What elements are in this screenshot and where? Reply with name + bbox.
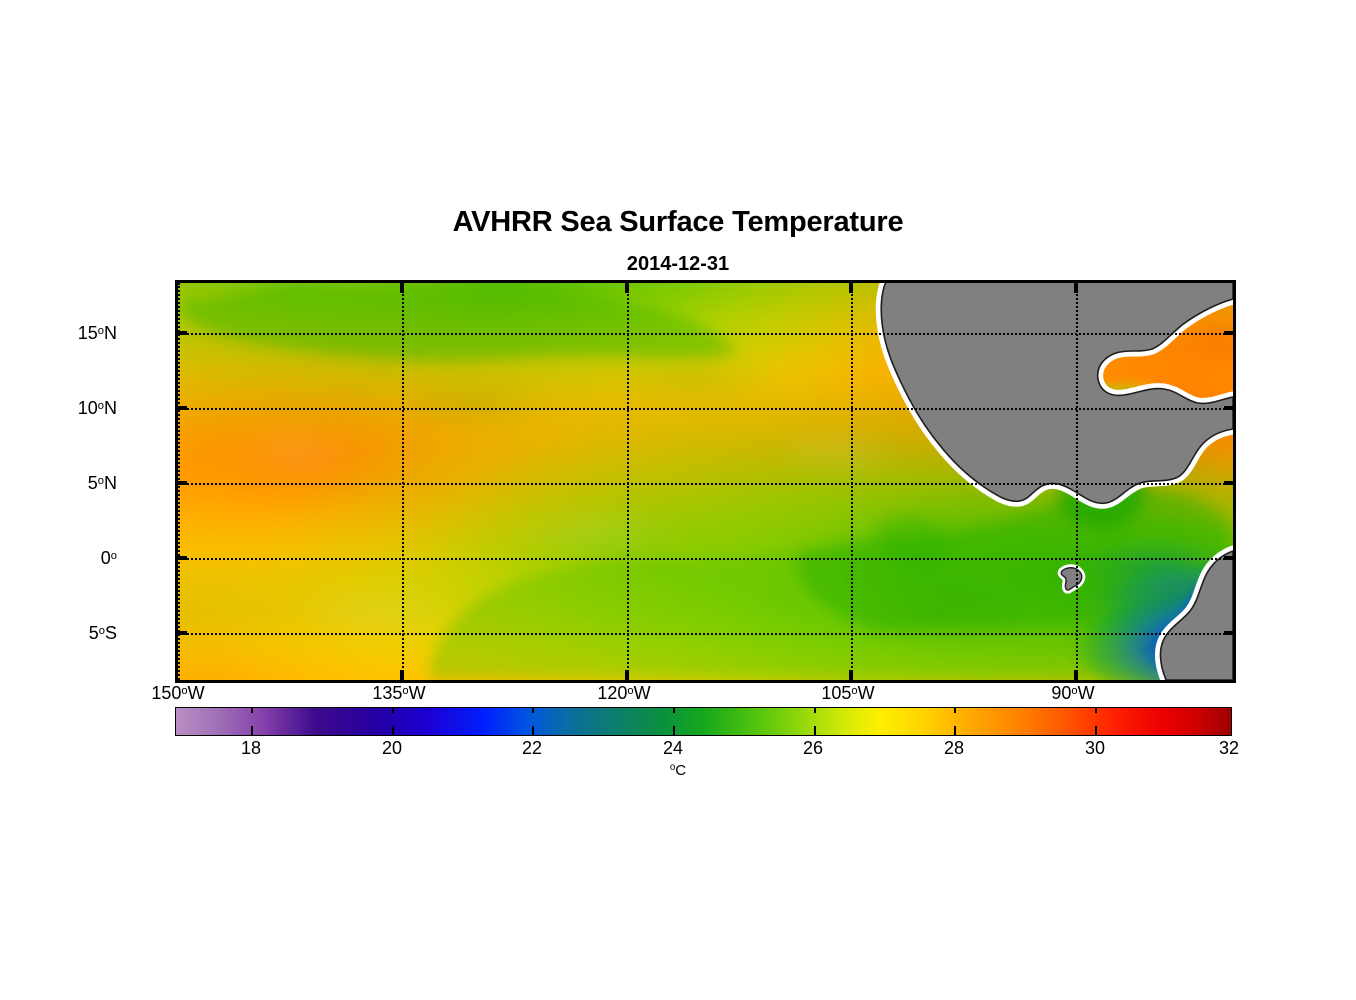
cbtick-top-30: [1095, 708, 1097, 713]
cbtick-label-24: 24: [662, 738, 684, 758]
xtick-label-135w: 135oW: [372, 683, 426, 703]
ytick-0: [178, 556, 187, 560]
gridline-lat-10n: [178, 408, 1233, 410]
xtick-top-105w: [849, 283, 853, 293]
cbtick-26: [814, 726, 816, 735]
gridline-lat-5s: [178, 633, 1233, 635]
gridline-lat-0: [178, 558, 1233, 560]
sst-heatmap-raster: [178, 283, 1233, 680]
cbtick-label-26: 26: [802, 738, 824, 758]
cbtick-top-20: [392, 708, 394, 713]
ytick-right-0: [1224, 556, 1233, 560]
colorbar-gradient: [176, 708, 1231, 735]
gridline-lon-135w: [402, 283, 404, 680]
colorbar-unit-label: oC: [669, 762, 687, 779]
gridline-lat-15n: [178, 333, 1233, 335]
xtick-90w: [1074, 670, 1078, 680]
cbtick-24: [673, 726, 675, 735]
ytick-label-5n: 5oN: [87, 473, 117, 493]
ytick-15n: [178, 331, 187, 335]
xtick-label-90w: 90oW: [1051, 683, 1095, 703]
date-subtitle: 2014-12-31: [626, 253, 730, 275]
ytick-label-15n: 15oN: [77, 323, 117, 343]
map-axes: [175, 280, 1236, 683]
cbtick-top-26: [814, 708, 816, 713]
xtick-top-90w: [1074, 283, 1078, 293]
cbtick-top-18: [251, 708, 253, 713]
cbtick-30: [1095, 726, 1097, 735]
cbtick-22: [532, 726, 534, 735]
cbtick-label-30: 30: [1084, 738, 1106, 758]
cbtick-20: [392, 726, 394, 735]
xtick-135w: [400, 670, 404, 680]
cbtick-label-20: 20: [381, 738, 403, 758]
colorbar: [175, 707, 1232, 736]
ytick-label-10n: 10oN: [77, 398, 117, 418]
cbtick-top-22: [532, 708, 534, 713]
xtick-label-120w: 120oW: [597, 683, 651, 703]
ytick-5n: [178, 481, 187, 485]
ytick-label-0: 0o: [100, 548, 117, 568]
cbtick-label-28: 28: [943, 738, 965, 758]
gridline-lon-120w: [627, 283, 629, 680]
gridline-lon-90w: [1076, 283, 1078, 680]
ytick-right-5s: [1224, 631, 1233, 635]
xtick-top-120w: [625, 283, 629, 293]
ytick-10n: [178, 406, 187, 410]
cbtick-top-28: [954, 708, 956, 713]
map-plot-area: [178, 283, 1233, 680]
cbtick-label-18: 18: [240, 738, 262, 758]
ytick-right-5n: [1224, 481, 1233, 485]
cbtick-top-24: [673, 708, 675, 713]
ytick-5s: [178, 631, 187, 635]
xtick-label-150w: 150oW: [151, 683, 205, 703]
cbtick-18: [251, 726, 253, 735]
gridline-lon-105w: [851, 283, 853, 680]
ytick-right-10n: [1224, 406, 1233, 410]
cbtick-28: [954, 726, 956, 735]
xtick-top-135w: [400, 283, 404, 293]
xtick-label-105w: 105oW: [821, 683, 875, 703]
xtick-105w: [849, 670, 853, 680]
page-title: AVHRR Sea Surface Temperature: [452, 206, 904, 238]
cbtick-label-22: 22: [521, 738, 543, 758]
ytick-right-15n: [1224, 331, 1233, 335]
ytick-label-5s: 5oS: [88, 623, 117, 643]
gridline-lat-5n: [178, 483, 1233, 485]
xtick-120w: [625, 670, 629, 680]
cbtick-label-32: 32: [1218, 738, 1240, 758]
